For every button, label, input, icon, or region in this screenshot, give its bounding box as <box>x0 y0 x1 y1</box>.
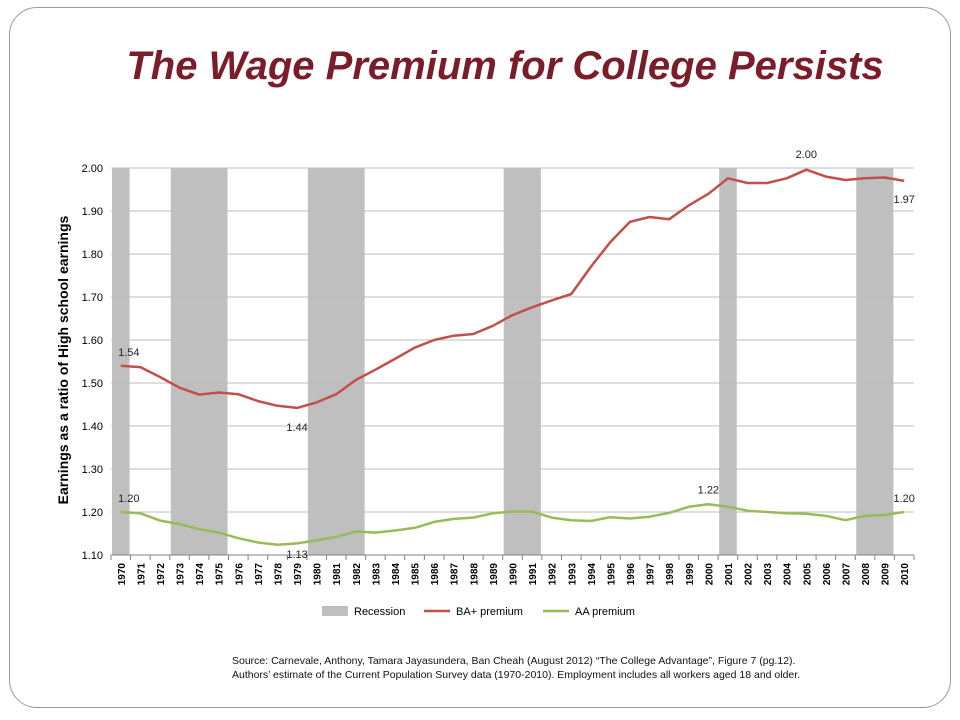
series-line-aa-premium <box>120 503 905 546</box>
x-tick-label: 1972 <box>156 563 167 586</box>
source-line-1: Source: Carnevale, Anthony, Tamara Jayas… <box>232 655 796 667</box>
data-labels: 1.54 1.44 2.00 1.97 1.20 1.13 1.22 1.20 <box>118 149 915 561</box>
slide-title: The Wage Premium for College Persists <box>126 44 884 88</box>
x-tick-label: 1995 <box>606 563 617 586</box>
x-tick-label: 1994 <box>587 563 598 586</box>
x-tick-label: 1970 <box>117 563 128 586</box>
x-tick-label: 1989 <box>489 563 500 586</box>
x-tick-label: 2003 <box>763 563 774 586</box>
x-tick-label: 2010 <box>900 563 911 586</box>
data-label: 1.20 <box>893 493 914 505</box>
x-tick-label: 1974 <box>195 563 206 586</box>
x-tick-label: 1983 <box>371 563 382 586</box>
x-tick-label: 1986 <box>430 563 441 586</box>
legend-recession-label: Recession <box>354 606 405 618</box>
x-tick-label: 1979 <box>293 563 304 586</box>
legend-ba-premium-label: BA+ premium <box>456 606 523 618</box>
x-tick-label: 2004 <box>783 563 794 586</box>
y-tick-label: 1.10 <box>82 550 103 562</box>
x-tick-label: 1980 <box>313 563 324 586</box>
x-tick-label: 1978 <box>273 563 284 586</box>
x-tick-label: 1990 <box>509 563 520 586</box>
x-tick-label: 2009 <box>881 563 892 586</box>
x-tick-label: 1997 <box>646 563 657 586</box>
x-tick-label: 1992 <box>548 563 559 586</box>
y-tick-label: 1.70 <box>82 292 103 304</box>
x-tick-label: 2005 <box>802 563 813 586</box>
data-label: 1.97 <box>893 194 914 206</box>
data-label: 2.00 <box>796 149 817 161</box>
axes: 1.10 1.20 1.30 1.40 1.50 1.60 1.70 1.80 1.90 2.00… <box>82 163 915 586</box>
data-label: 1.22 <box>698 484 719 496</box>
x-tick-label: 1973 <box>176 563 187 586</box>
x-tick-label: 1977 <box>254 563 265 586</box>
recession-band-1990 <box>503 168 541 555</box>
x-tick-label: 2001 <box>724 563 735 586</box>
x-tick-label: 1982 <box>352 563 363 586</box>
data-label: 1.20 <box>118 493 139 505</box>
x-tick-label: 1987 <box>450 563 461 586</box>
x-tick-label: 1999 <box>685 563 696 586</box>
x-tick-label: 1985 <box>411 563 422 586</box>
x-tick-label: 1988 <box>469 563 480 586</box>
x-tick-label: 2008 <box>861 563 872 586</box>
y-tick-label: 1.30 <box>82 464 103 476</box>
source-line-2: Authors’ estimate of the Current Populat… <box>232 669 801 681</box>
x-tick-label: 2000 <box>704 563 715 586</box>
y-tick-label: 1.20 <box>82 507 103 519</box>
x-tick-label: 1984 <box>391 563 402 586</box>
y-tick-label: 1.60 <box>82 335 103 347</box>
y-tick-label: 1.50 <box>82 378 103 390</box>
y-tick-label: 1.90 <box>82 206 103 218</box>
data-label: 1.13 <box>286 549 307 561</box>
x-tick-label: 1993 <box>567 563 578 586</box>
y-tick-label: 1.80 <box>82 249 103 261</box>
recession-band-2001 <box>719 168 737 555</box>
x-tick-label: 1971 <box>136 563 147 586</box>
recession-band-1973 <box>170 168 228 555</box>
x-tick-label: 1976 <box>234 563 245 586</box>
y-tick-label: 1.40 <box>82 421 103 433</box>
data-label: 1.54 <box>118 347 139 359</box>
series-lines <box>120 168 905 546</box>
source-note: Source: Carnevale, Anthony, Tamara Jayas… <box>232 654 932 682</box>
x-tick-label: 2002 <box>744 563 755 586</box>
recession-band-1970 <box>112 168 130 555</box>
x-tick-label: 2007 <box>841 563 852 586</box>
legend-aa-premium-label: AA premium <box>575 606 635 618</box>
slide-frame <box>9 7 951 708</box>
recession-band-1980 <box>307 168 365 555</box>
x-tick-label: 1996 <box>626 563 637 586</box>
y-axis-label: Earnings as a ratio of High school earni… <box>55 215 71 504</box>
recession-band-2008 <box>856 168 894 555</box>
data-label: 1.44 <box>286 422 307 434</box>
recession-bands <box>112 168 894 555</box>
gridlines <box>111 167 914 556</box>
legend-recession-swatch <box>322 606 348 616</box>
x-tick-label: 1981 <box>332 563 343 586</box>
x-tick-label: 2006 <box>822 563 833 586</box>
x-tick-label: 1991 <box>528 563 539 586</box>
x-tick-label: 1975 <box>215 563 226 586</box>
series-line-ba-premium <box>120 168 905 410</box>
x-tick-label: 1998 <box>665 563 676 586</box>
y-tick-label: 2.00 <box>82 163 103 175</box>
legend: Recession BA+ premium AA premium <box>322 606 635 618</box>
